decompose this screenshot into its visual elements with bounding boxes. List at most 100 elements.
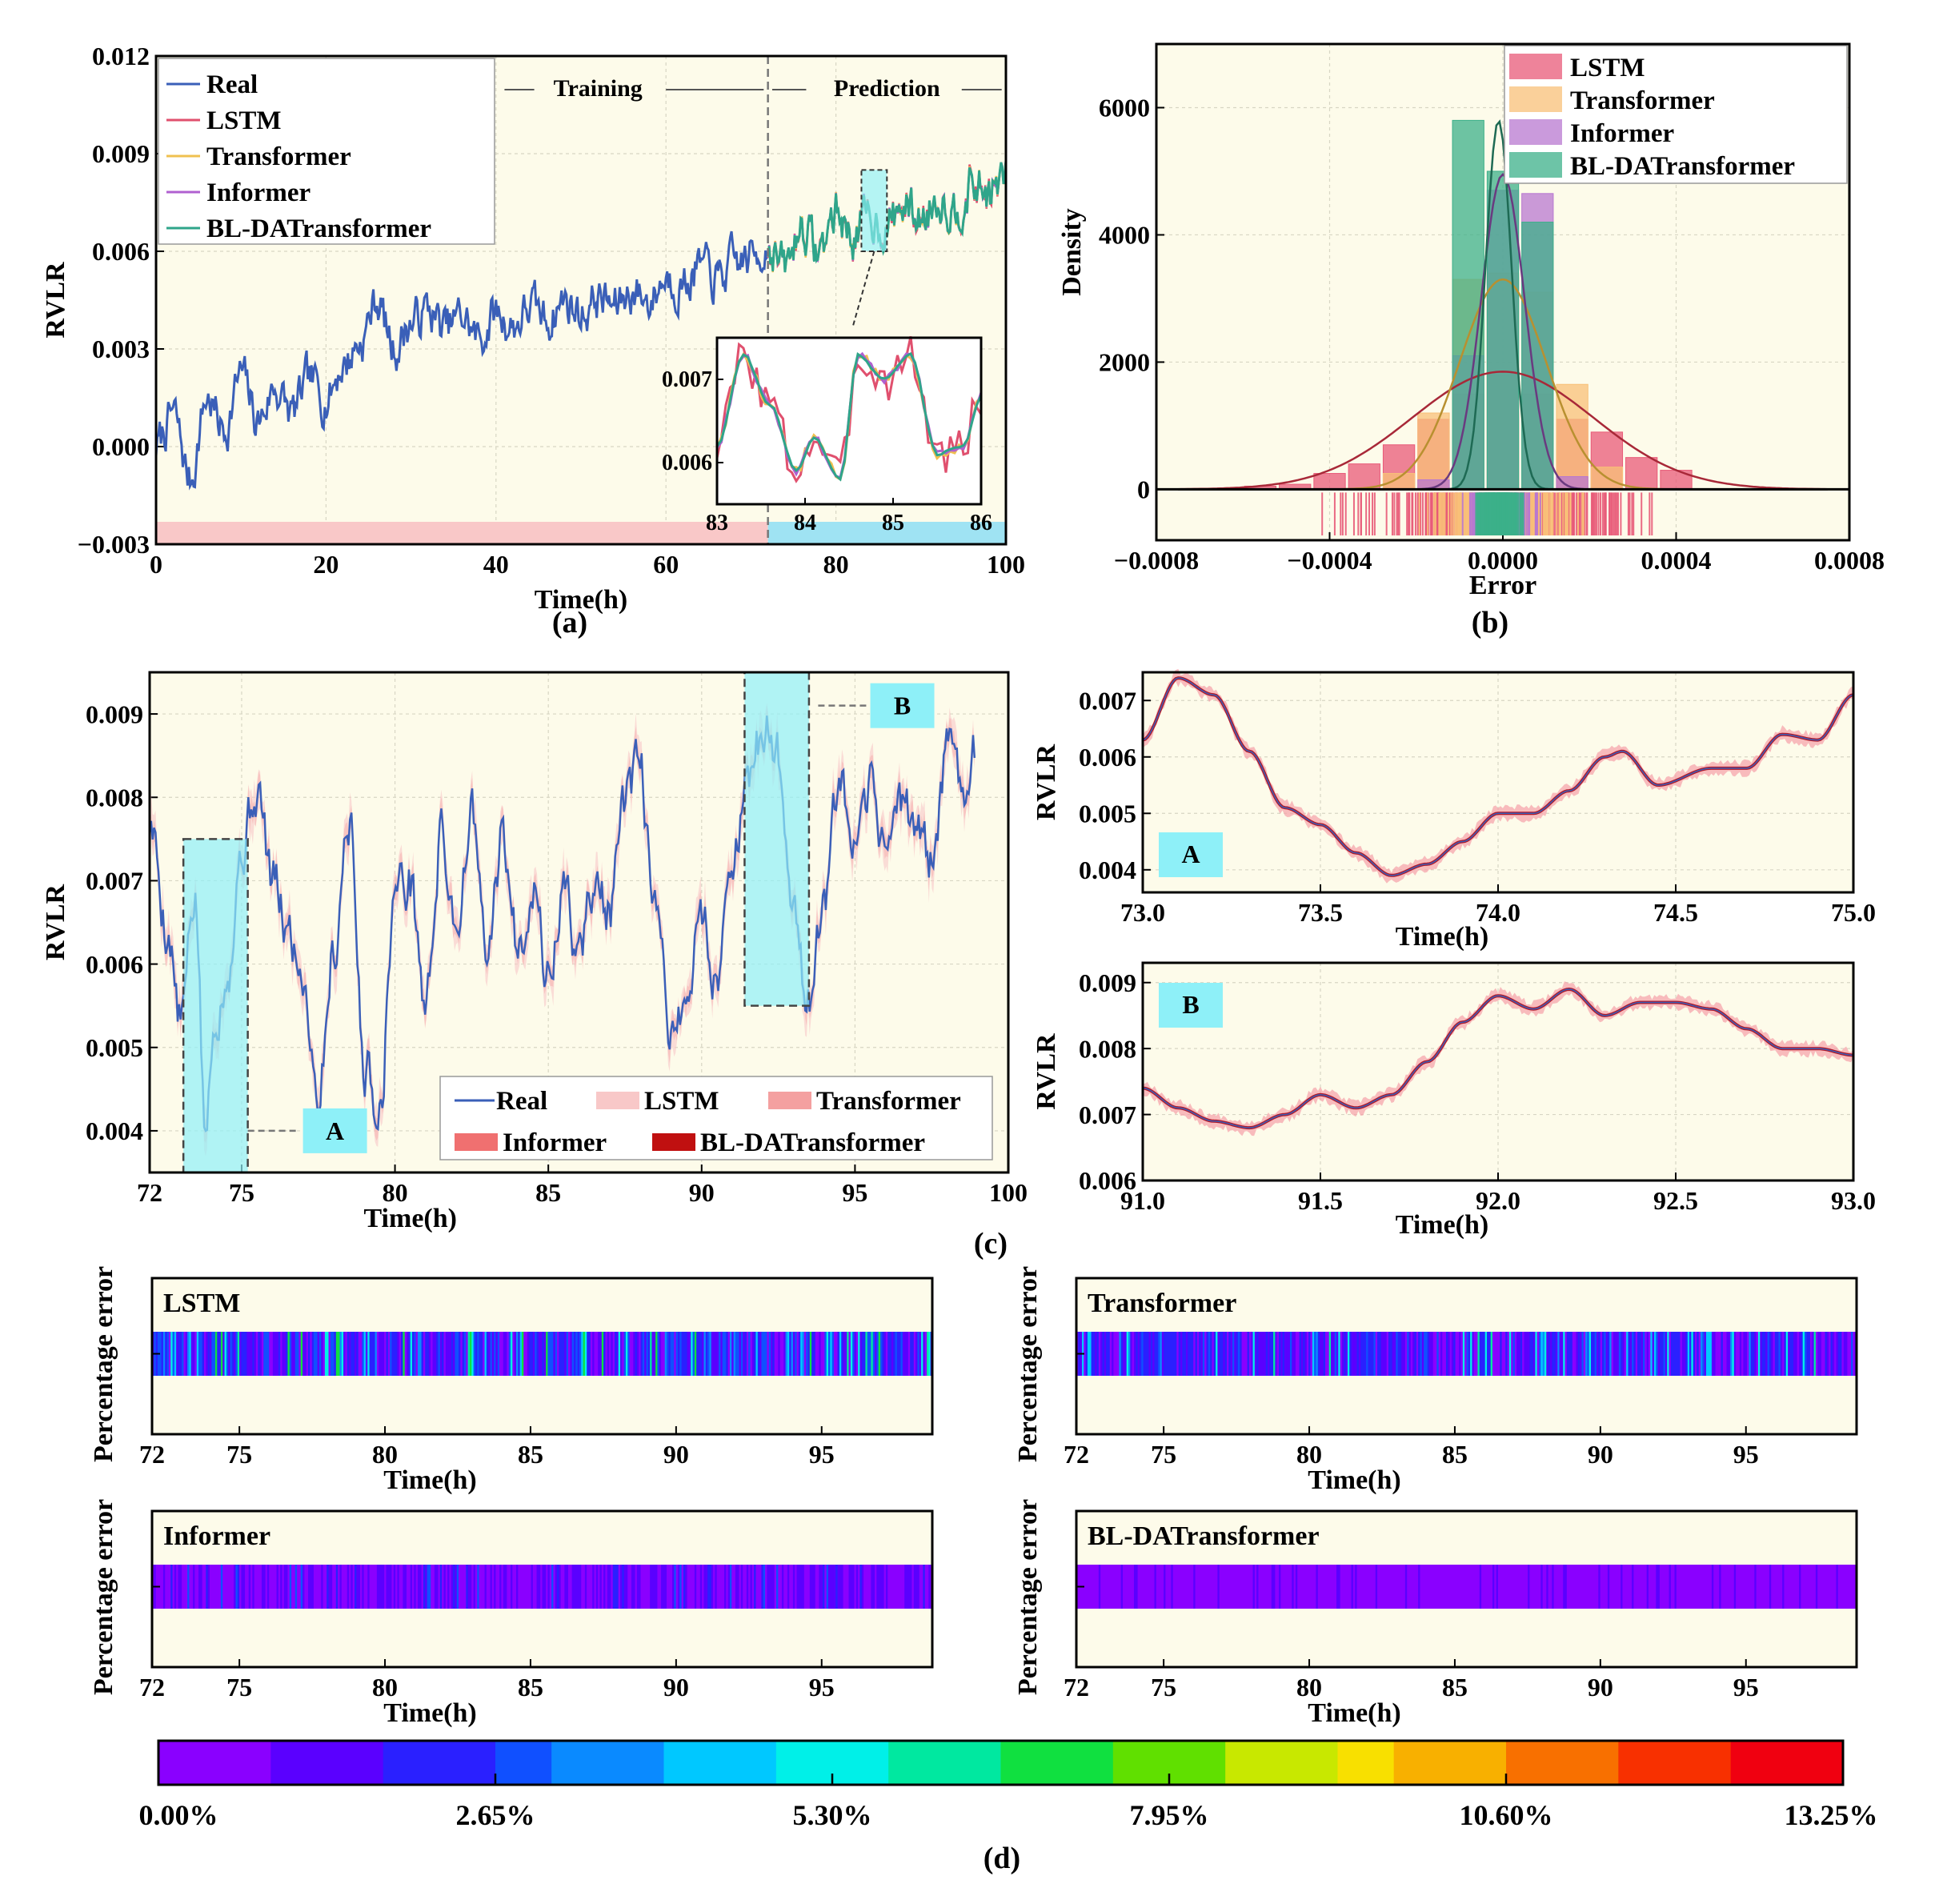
heat-cell-informer (546, 1565, 549, 1609)
heat-cell-bl-datransformer (1236, 1565, 1239, 1609)
hist-bar-lstm (1313, 473, 1346, 490)
heat-cell-lstm (771, 1332, 774, 1376)
heat-cell-informer (661, 1565, 664, 1609)
heat-cell-lstm (189, 1332, 192, 1376)
heat-cell-bl-datransformer (1508, 1565, 1512, 1609)
heat-cell-informer (798, 1565, 801, 1609)
legend-swatch (596, 1092, 639, 1109)
heat-cell-transformer (1161, 1332, 1164, 1376)
heat-cell-informer (399, 1565, 402, 1609)
colorbar-segment (495, 1741, 552, 1785)
heat-cell-transformer (1289, 1332, 1293, 1376)
heat-cell-informer (540, 1565, 543, 1609)
heat-cell-informer (657, 1565, 660, 1609)
heat-cell-transformer (1494, 1332, 1497, 1376)
heat-cell-bl-datransformer (1624, 1565, 1627, 1609)
heat-cell-bl-datransformer (1629, 1565, 1633, 1609)
heat-cell-informer (841, 1565, 844, 1609)
heat-cell-informer (356, 1565, 359, 1609)
heat-cell-lstm (302, 1332, 306, 1376)
heat-cell-transformer (1649, 1332, 1652, 1376)
hist-bar-bl-datransformer (1452, 119, 1484, 490)
heat-cell-bl-datransformer (1414, 1565, 1417, 1609)
heat-cell-bl-datransformer (1393, 1565, 1397, 1609)
heat-cell-lstm (488, 1332, 491, 1376)
heat-cell-transformer (1585, 1332, 1588, 1376)
heat-cell-lstm (875, 1332, 878, 1376)
colorbar-segment (1056, 1741, 1114, 1785)
heat-cell-informer (819, 1565, 822, 1609)
heat-cell-lstm (885, 1332, 889, 1376)
heat-cell-informer (579, 1565, 583, 1609)
heat-cell-transformer (1188, 1332, 1191, 1376)
heat-cell-informer (514, 1565, 517, 1609)
heat-cell-lstm (442, 1332, 445, 1376)
heat-cell-lstm (659, 1332, 662, 1376)
heat-cell-bl-datransformer (1615, 1565, 1618, 1609)
heat-cell-lstm (318, 1332, 322, 1376)
heat-cell-lstm (475, 1332, 479, 1376)
heat-cell-lstm (176, 1332, 179, 1376)
heat-cell-informer (536, 1565, 539, 1609)
heat-cell-informer (601, 1565, 604, 1609)
heat-cell-informer (479, 1565, 482, 1609)
heat-cell-transformer (1566, 1332, 1569, 1376)
heat-cell-lstm (679, 1332, 683, 1376)
heat-cell-lstm (627, 1332, 631, 1376)
heat-cell-transformer (1492, 1332, 1496, 1376)
heat-cell-bl-datransformer (1440, 1565, 1444, 1609)
colorbar-segment (1000, 1741, 1058, 1785)
heat-cell-lstm (484, 1332, 487, 1376)
heat-cell-lstm (532, 1332, 536, 1376)
heat-cell-informer (256, 1565, 259, 1609)
heat-cell-informer (304, 1565, 307, 1609)
heat-cell-transformer (1404, 1332, 1408, 1376)
a-ytick-label: 0.003 (92, 335, 150, 363)
heat-cell-lstm (311, 1332, 314, 1376)
heat-cell-informer (222, 1565, 226, 1609)
heat-cell-lstm (691, 1332, 694, 1376)
heat-cell-transformer (1588, 1332, 1592, 1376)
legend-swatch (1509, 152, 1562, 178)
heat-cell-bl-datransformer (1799, 1565, 1802, 1609)
heat-cell-informer (871, 1565, 874, 1609)
heat-cell-lstm (612, 1332, 615, 1376)
colorbar-frame (157, 1739, 1845, 1786)
heat-cell-bl-datransformer (1202, 1565, 1205, 1609)
heat-cell-lstm (358, 1332, 361, 1376)
heat-cell-bl-datransformer (1133, 1565, 1137, 1609)
heat-cell-lstm (310, 1332, 313, 1376)
heat-cell-lstm (687, 1332, 690, 1376)
heat-cell-bl-datransformer (1557, 1565, 1560, 1609)
heat-cell-informer (787, 1565, 791, 1609)
heat-cell-bl-datransformer (1260, 1565, 1263, 1609)
heat-cell-lstm (631, 1332, 635, 1376)
heat-cell-informer (324, 1565, 328, 1609)
heat-cell-bl-datransformer (1224, 1565, 1228, 1609)
heat-cell-bl-datransformer (1652, 1565, 1655, 1609)
heat-cell-lstm (848, 1332, 851, 1376)
heat-cell-transformer (1256, 1332, 1260, 1376)
heat-cell-informer (367, 1565, 371, 1609)
heat-cell-transformer (1782, 1332, 1785, 1376)
heat-cell-lstm (791, 1332, 794, 1376)
heat-cell-informer (774, 1565, 777, 1609)
heat-cell-bl-datransformer (1713, 1565, 1717, 1609)
heat-cell-transformer (1336, 1332, 1340, 1376)
heat-cell-bl-datransformer (1445, 1565, 1449, 1609)
heat-cell-lstm (183, 1332, 186, 1376)
heat-cell-bl-datransformer (1210, 1565, 1213, 1609)
heat-cell-transformer (1711, 1332, 1715, 1376)
heat-cell-bl-datransformer (1592, 1565, 1596, 1609)
heat-cell-informer (379, 1565, 382, 1609)
heat-cell-bl-datransformer (1536, 1565, 1540, 1609)
heat-cell-transformer (1098, 1332, 1101, 1376)
heat-cell-transformer (1268, 1332, 1271, 1376)
heat-cell-transformer (1095, 1332, 1098, 1376)
heat-cell-bl-datransformer (1303, 1565, 1306, 1609)
heat-cell-transformer (1132, 1332, 1135, 1376)
heat-cell-informer (318, 1565, 322, 1609)
panel-cA-frame (1141, 671, 1855, 894)
panel-label-a: (a) (552, 606, 587, 639)
